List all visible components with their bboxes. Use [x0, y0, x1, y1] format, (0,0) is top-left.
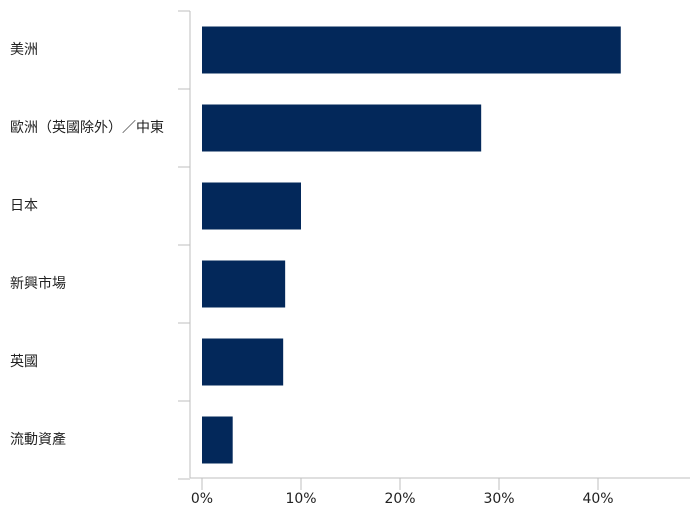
x-axis-ticks [201, 478, 599, 490]
x-axis-tick-labels: 0% 10% 20% 30% 40% [191, 491, 614, 507]
x-tick-label: 30% [483, 491, 514, 507]
category-label: 美洲 [10, 42, 38, 58]
category-label: 英國 [10, 353, 38, 370]
x-tick-label: 10% [285, 491, 316, 507]
bar [202, 260, 286, 308]
bar [202, 338, 284, 386]
bar [202, 104, 482, 152]
category-label: 新興市場 [10, 275, 66, 292]
x-tick-label: 40% [582, 491, 613, 507]
x-tick-label: 20% [384, 491, 415, 507]
category-label: 日本 [10, 198, 38, 214]
bar [202, 26, 621, 74]
bar [202, 182, 301, 230]
category-label: 歐洲（英國除外）／中東 [10, 119, 164, 136]
y-axis-ticks [178, 10, 190, 480]
bar [202, 416, 233, 464]
bars [202, 26, 621, 464]
category-label: 流動資產 [10, 431, 66, 448]
x-tick-label: 0% [191, 491, 213, 507]
